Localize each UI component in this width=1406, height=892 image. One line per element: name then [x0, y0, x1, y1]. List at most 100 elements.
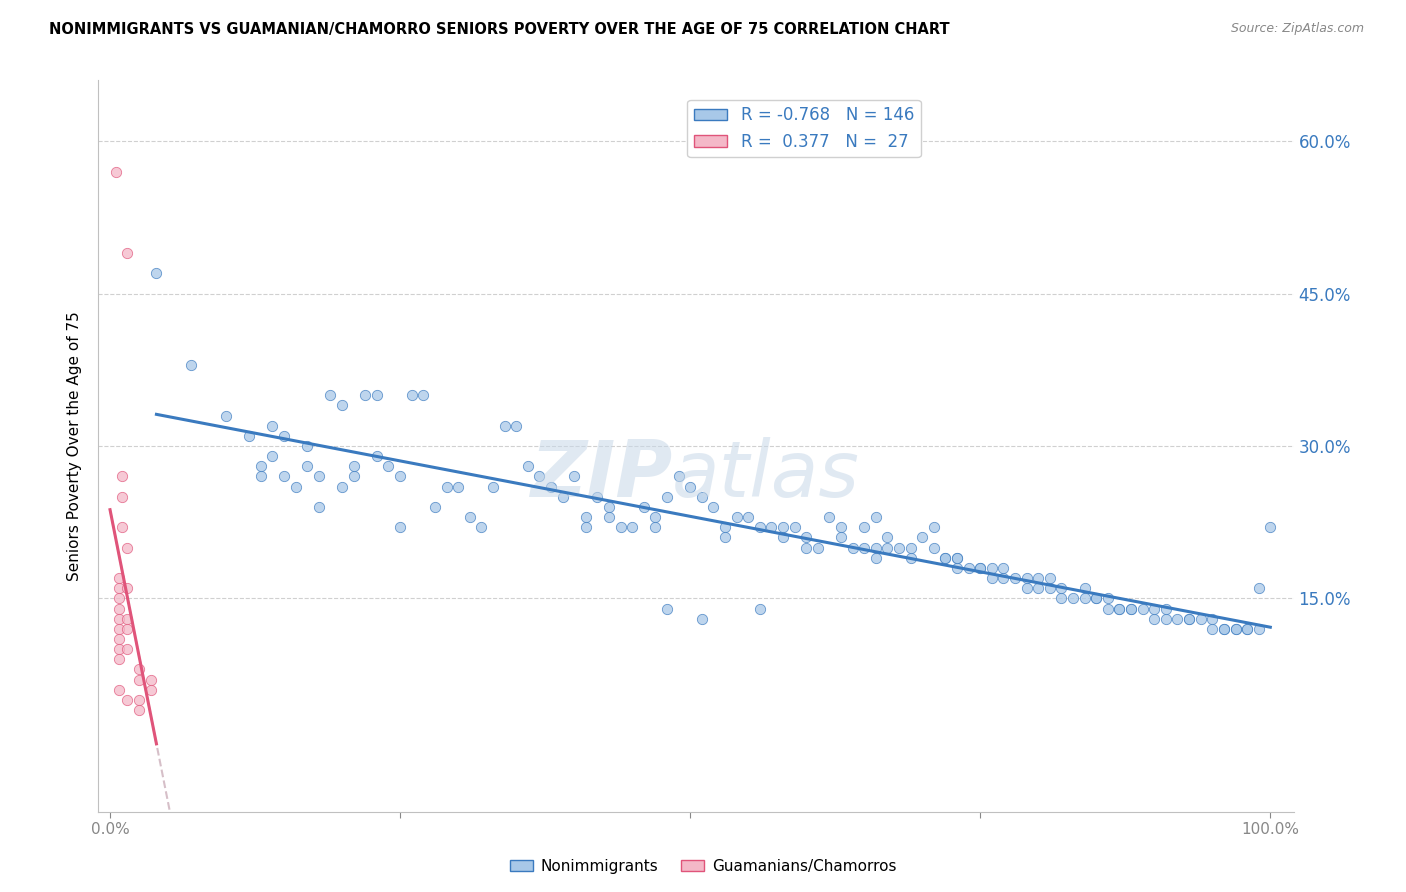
Point [297, 439, 319, 453]
Point [702, 500, 724, 514]
Point [389, 469, 412, 483]
Point [319, 388, 342, 402]
Point [343, 459, 366, 474]
Point [1015, 581, 1038, 595]
Point [215, 409, 238, 423]
Point [108, 612, 131, 626]
Point [551, 490, 574, 504]
Point [1073, 591, 1095, 606]
Point [529, 469, 551, 483]
Point [412, 388, 434, 402]
Point [865, 510, 887, 524]
Point [633, 500, 655, 514]
Point [377, 459, 399, 474]
Point [1225, 622, 1247, 636]
Point [562, 469, 585, 483]
Point [1225, 622, 1247, 636]
Point [117, 612, 139, 626]
Point [668, 469, 690, 483]
Point [1132, 601, 1154, 615]
Point [1097, 601, 1119, 615]
Point [1062, 591, 1084, 606]
Point [1247, 622, 1270, 636]
Point [1119, 601, 1142, 615]
Y-axis label: Seniors Poverty Over the Age of 75: Seniors Poverty Over the Age of 75 [67, 311, 83, 581]
Point [598, 510, 620, 524]
Point [575, 510, 598, 524]
Point [1212, 622, 1234, 636]
Point [111, 490, 134, 504]
Text: ZIP: ZIP [530, 437, 672, 513]
Point [969, 561, 991, 575]
Point [108, 682, 131, 697]
Point [969, 561, 991, 575]
Point [1212, 622, 1234, 636]
Point [117, 622, 139, 636]
Point [794, 530, 817, 544]
Point [761, 520, 783, 534]
Point [900, 541, 922, 555]
Point [297, 459, 319, 474]
Point [865, 550, 887, 565]
Point [401, 388, 423, 402]
Point [980, 571, 1002, 585]
Point [354, 388, 377, 402]
Point [621, 520, 644, 534]
Point [108, 632, 131, 646]
Point [922, 520, 945, 534]
Point [1108, 601, 1130, 615]
Point [117, 581, 139, 595]
Point [505, 418, 527, 433]
Point [250, 469, 273, 483]
Text: NONIMMIGRANTS VS GUAMANIAN/CHAMORRO SENIORS POVERTY OVER THE AGE OF 75 CORRELATI: NONIMMIGRANTS VS GUAMANIAN/CHAMORRO SENI… [49, 22, 950, 37]
Point [876, 530, 898, 544]
Point [783, 520, 806, 534]
Text: atlas: atlas [672, 437, 860, 513]
Point [1039, 571, 1062, 585]
Text: Source: ZipAtlas.com: Source: ZipAtlas.com [1230, 22, 1364, 36]
Point [807, 541, 830, 555]
Point [1108, 601, 1130, 615]
Point [330, 480, 353, 494]
Point [1247, 581, 1270, 595]
Point [494, 418, 516, 433]
Point [180, 358, 202, 372]
Point [366, 388, 388, 402]
Point [366, 449, 388, 463]
Legend: R = -0.768   N = 146, R =  0.377   N =  27: R = -0.768 N = 146, R = 0.377 N = 27 [688, 100, 921, 157]
Point [772, 530, 794, 544]
Point [876, 541, 898, 555]
Point [737, 510, 759, 524]
Point [853, 520, 876, 534]
Point [1154, 601, 1177, 615]
Point [458, 510, 481, 524]
Point [516, 459, 538, 474]
Point [575, 520, 598, 534]
Point [714, 520, 737, 534]
Point [284, 480, 307, 494]
Point [139, 673, 162, 687]
Point [108, 591, 131, 606]
Point [957, 561, 980, 575]
Point [1050, 591, 1073, 606]
Point [1097, 591, 1119, 606]
Point [841, 541, 863, 555]
Point [1189, 612, 1212, 626]
Point [128, 693, 150, 707]
Point [980, 561, 1002, 575]
Point [108, 581, 131, 595]
Point [108, 642, 131, 657]
Point [436, 480, 458, 494]
Point [238, 429, 260, 443]
Point [1258, 520, 1281, 534]
Point [423, 500, 446, 514]
Point [830, 530, 852, 544]
Point [946, 550, 969, 565]
Legend: Nonimmigrants, Guamanians/Chamorros: Nonimmigrants, Guamanians/Chamorros [503, 853, 903, 880]
Point [1143, 612, 1166, 626]
Point [108, 601, 131, 615]
Point [993, 561, 1015, 575]
Point [598, 500, 620, 514]
Point [111, 469, 134, 483]
Point [748, 520, 770, 534]
